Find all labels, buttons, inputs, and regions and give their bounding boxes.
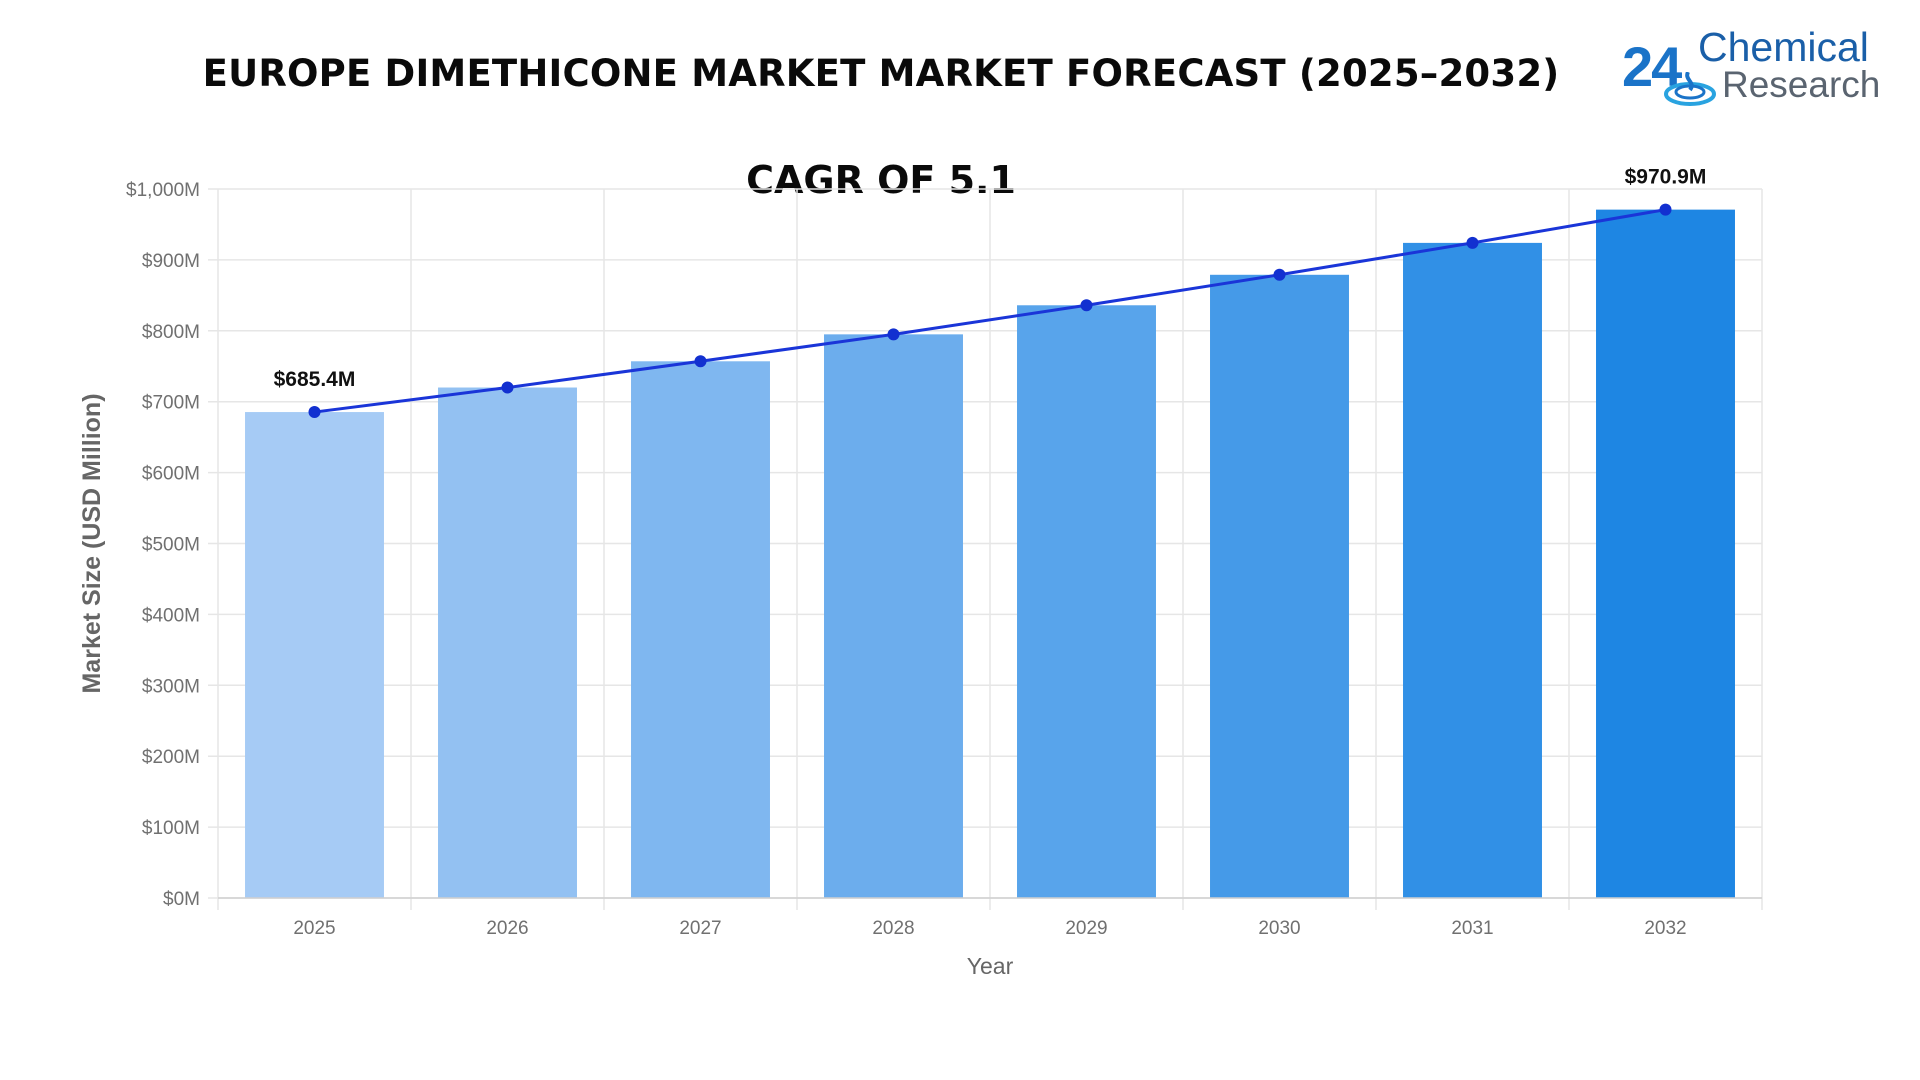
y-tick-label: $800M [142,322,200,343]
y-tick-label: $700M [142,393,200,414]
x-tick-label: 2030 [1258,918,1300,939]
axes: $0M $100M $200M $300M $400M $500M $600M $700M $8… [78,180,1762,979]
swirl-logo-icon [1664,72,1716,106]
trend-point-2032 [1659,203,1672,216]
x-tick-label: 2032 [1644,918,1686,939]
trend-point-2028 [887,328,900,341]
bar-2032 [1596,209,1735,898]
y-tick-label: $1,000M [126,180,200,201]
data-label-2032: $970.9M [1625,166,1707,189]
bar-2029 [1017,305,1156,898]
bar-2026 [438,387,577,898]
y-tick-label: $900M [142,251,200,272]
brand-line-research: Research [1722,64,1881,105]
bar-2025 [245,412,384,898]
y-tick-label: $0M [163,889,200,910]
data-label-2025: $685.4M [274,368,356,391]
x-tick-label: 2029 [1065,918,1107,939]
trend-line-path [314,208,1666,414]
bar-2028 [824,334,963,899]
y-tick-label: $500M [142,535,200,556]
x-tick-label: 2026 [486,918,528,939]
trend-point-2027 [694,355,707,368]
brand-line-chemical: Chemical [1698,24,1869,70]
data-labels: $685.4M $970.9M [274,166,1707,391]
bar-2027 [631,361,770,898]
bar-2030 [1210,274,1349,898]
trend-point-2030 [1273,268,1286,281]
x-tick-label: 2025 [293,918,335,939]
x-tick-label: 2028 [872,918,914,939]
y-tick-label: $400M [142,605,200,626]
trend-point-2026 [501,381,514,394]
trend-point-2025 [308,406,321,419]
y-tick-label: $200M [142,747,200,768]
y-axis-title: Market Size (USD Million) [78,393,106,693]
trend-point-2029 [1080,299,1093,312]
x-tick-label: 2027 [679,918,721,939]
y-tick-label: $600M [142,464,200,485]
x-tick-label: 2031 [1451,918,1493,939]
bars [245,209,1735,899]
bar-2031 [1403,242,1542,898]
x-axis-title: Year [967,953,1014,979]
trend-point-2031 [1466,236,1479,249]
brand-logo: 24 Chemical Research [1618,20,1903,110]
y-tick-label: $100M [142,818,200,839]
y-tick-label: $300M [142,676,200,697]
chart-title: EUROPE DIMETHICONE MARKET MARKET FORECAS… [202,52,1560,95]
trend-line [308,203,1672,419]
chart-subtitle: CAGR OF 5.1 [746,158,1016,202]
